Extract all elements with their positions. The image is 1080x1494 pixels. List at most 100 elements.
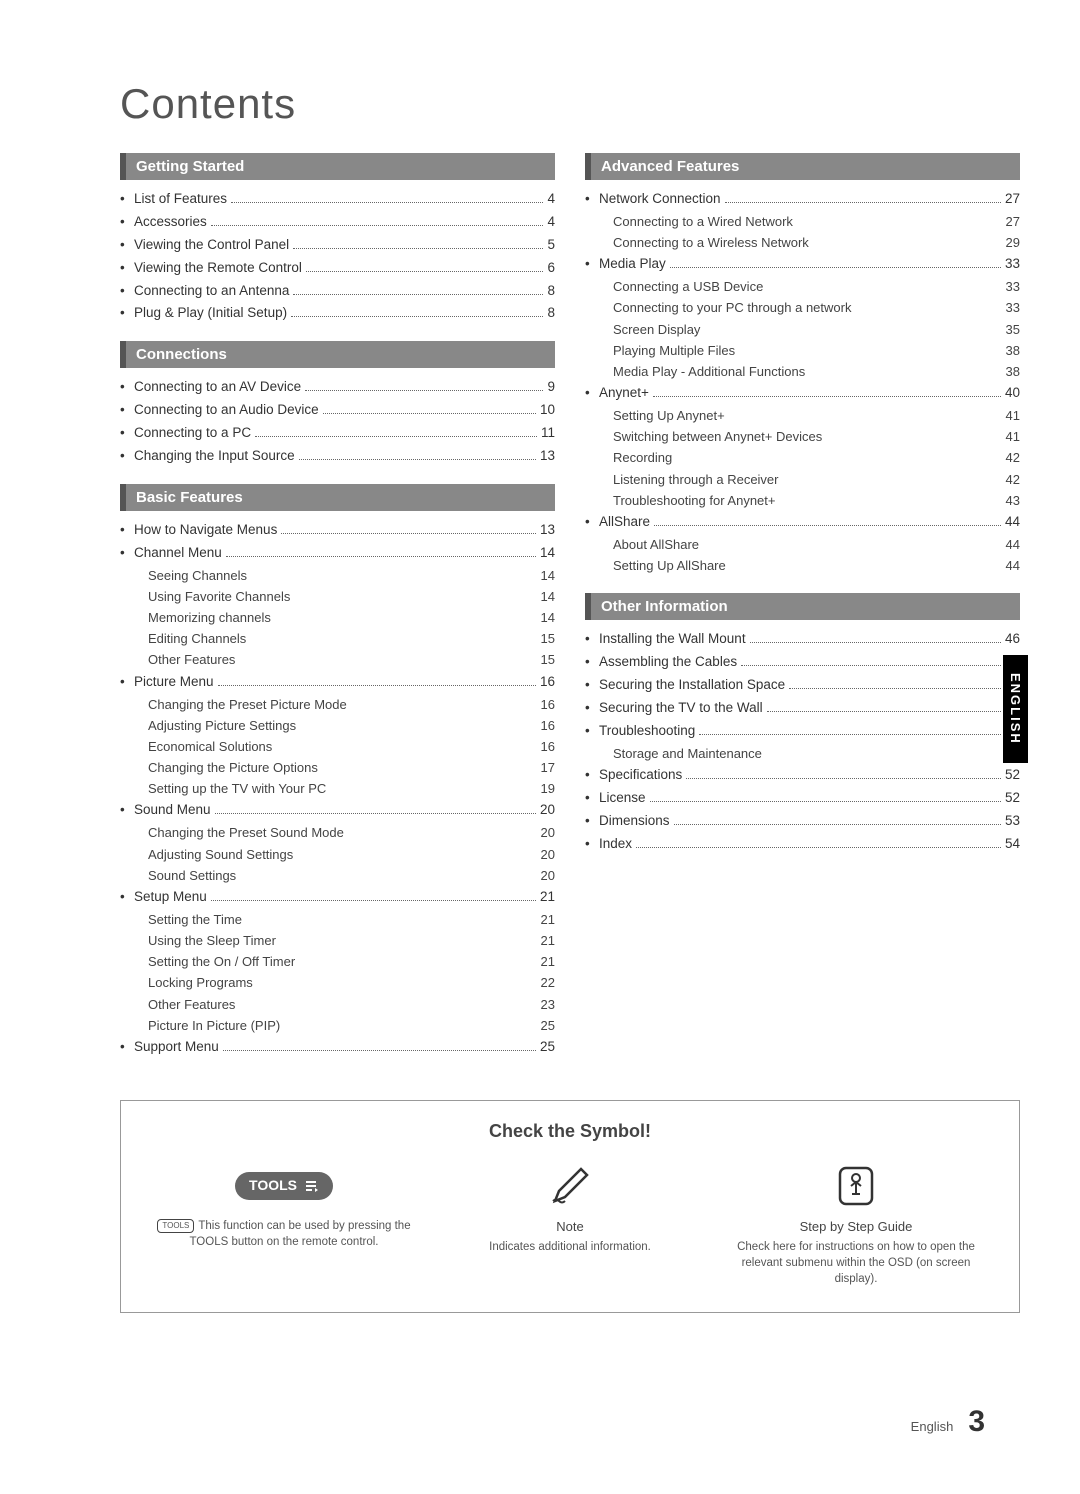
toc-sub-item: Setting the Time21 xyxy=(120,911,555,929)
toc-label: List of Features xyxy=(134,190,227,209)
toc-sub-page: 21 xyxy=(525,932,555,950)
toc-dots xyxy=(636,847,1001,848)
toc-sub-label: Memorizing channels xyxy=(148,609,525,627)
remote-icon: TOOLS xyxy=(157,1219,194,1233)
toc-page: 8 xyxy=(547,304,555,323)
toc-page: 4 xyxy=(547,213,555,232)
toc-sub-page: 41 xyxy=(990,407,1020,425)
toc-sub-label: Troubleshooting for Anynet+ xyxy=(613,492,990,510)
toc-page: 13 xyxy=(540,447,555,466)
toc-page: 14 xyxy=(540,544,555,563)
toc-label: Index xyxy=(599,835,632,854)
page-title: Contents xyxy=(120,80,1020,128)
toc-label: AllShare xyxy=(599,513,650,532)
toc-page: 25 xyxy=(540,1038,555,1057)
toc-page: 9 xyxy=(547,378,555,397)
toc-sub-item: Using the Sleep Timer21 xyxy=(120,932,555,950)
toc-sub-item: Adjusting Picture Settings16 xyxy=(120,717,555,735)
toc-item: Viewing the Control Panel5 xyxy=(120,236,555,255)
toc-dots xyxy=(293,294,543,295)
toc-sub-item: Setting Up Anynet+41 xyxy=(585,407,1020,425)
toc-item: Connecting to an AV Device9 xyxy=(120,378,555,397)
language-tab: ENGLISH xyxy=(1003,655,1028,763)
toc-item: Sound Menu20 xyxy=(120,801,555,820)
toc-page: 54 xyxy=(1005,835,1020,854)
toc-sub-page: 21 xyxy=(525,911,555,929)
toc-sub-page: 14 xyxy=(525,609,555,627)
toc-dots xyxy=(281,533,536,534)
symbol-note: Note Indicates additional information. xyxy=(437,1160,703,1255)
toc-sub-label: Connecting to a Wired Network xyxy=(613,213,990,231)
section-header: Getting Started xyxy=(120,153,555,180)
toc-dots xyxy=(750,642,1001,643)
toc-label: Media Play xyxy=(599,255,666,274)
toc-sub-page: 23 xyxy=(525,996,555,1014)
toc-sub-label: Storage and Maintenance xyxy=(613,745,990,763)
toc-sub-item: Changing the Picture Options17 xyxy=(120,759,555,777)
toc-label: Connecting to an Antenna xyxy=(134,282,289,301)
toc-sub-label: Adjusting Sound Settings xyxy=(148,846,525,864)
toc-sub-item: Adjusting Sound Settings20 xyxy=(120,846,555,864)
toc-page: 13 xyxy=(540,521,555,540)
toc-dots xyxy=(299,459,536,460)
toc-sub-page: 17 xyxy=(525,759,555,777)
toc-dots xyxy=(255,436,537,437)
toc-page: 27 xyxy=(1005,190,1020,209)
toc-item: Connecting to an Audio Device10 xyxy=(120,401,555,420)
left-column: Getting StartedList of Features4Accessor… xyxy=(120,153,555,1075)
toc-page: 46 xyxy=(1005,630,1020,649)
toc-item: How to Navigate Menus 13 xyxy=(120,521,555,540)
toc-item: Dimensions53 xyxy=(585,812,1020,831)
toc-sub-page: 29 xyxy=(990,234,1020,252)
guide-title: Step by Step Guide xyxy=(723,1218,989,1236)
tools-label: TOOLS xyxy=(249,1176,297,1196)
toc-item: Support Menu 25 xyxy=(120,1038,555,1057)
toc-label: Support Menu xyxy=(134,1038,219,1057)
toc-sub-page: 20 xyxy=(525,824,555,842)
toc-sub-label: Switching between Anynet+ Devices xyxy=(613,428,990,446)
toc-label: Dimensions xyxy=(599,812,670,831)
toc-list: Network Connection27Connecting to a Wire… xyxy=(585,190,1020,575)
toc-item: Troubleshooting49 xyxy=(585,722,1020,741)
toc-label: Anynet+ xyxy=(599,384,649,403)
toc-sub-label: Adjusting Picture Settings xyxy=(148,717,525,735)
toc-list: Installing the Wall Mount46Assembling th… xyxy=(585,630,1020,853)
toc-label: Viewing the Remote Control xyxy=(134,259,302,278)
toc-sub-label: Economical Solutions xyxy=(148,738,525,756)
toc-sub-page: 16 xyxy=(525,696,555,714)
tools-icon xyxy=(303,1179,319,1193)
symbol-box-title: Check the Symbol! xyxy=(151,1121,989,1142)
toc-sub-item: Using Favorite Channels14 xyxy=(120,588,555,606)
toc-sub-label: Locking Programs xyxy=(148,974,525,992)
toc-sub-item: Connecting a USB Device33 xyxy=(585,278,1020,296)
toc-item: AllShare44 xyxy=(585,513,1020,532)
toc-item: Channel Menu14 xyxy=(120,544,555,563)
toc-sub-page: 19 xyxy=(525,780,555,798)
toc-sub-item: Playing Multiple Files38 xyxy=(585,342,1020,360)
toc-list: List of Features4Accessories4Viewing the… xyxy=(120,190,555,323)
toc-sub-item: Setting the On / Off Timer21 xyxy=(120,953,555,971)
note-desc: Indicates additional information. xyxy=(437,1239,703,1255)
toc-sub-item: Setting up the TV with Your PC19 xyxy=(120,780,555,798)
toc-dots xyxy=(653,396,1001,397)
toc-sub-page: 33 xyxy=(990,299,1020,317)
toc-sub-page: 44 xyxy=(990,536,1020,554)
toc-page: 52 xyxy=(1005,789,1020,808)
toc-label: Setup Menu xyxy=(134,888,207,907)
toc-sub-label: Seeing Channels xyxy=(148,567,525,585)
toc-label: How to Navigate Menus xyxy=(134,521,277,540)
toc-sub-item: Connecting to a Wireless Network29 xyxy=(585,234,1020,252)
toc-sub-label: Sound Settings xyxy=(148,867,525,885)
toc-page: 8 xyxy=(547,282,555,301)
toc-sub-page: 16 xyxy=(525,738,555,756)
toc-dots xyxy=(789,688,1001,689)
toc-item: Setup Menu21 xyxy=(120,888,555,907)
toc-sub-page: 44 xyxy=(990,557,1020,575)
toc-item: Specifications52 xyxy=(585,766,1020,785)
toc-sub-page: 22 xyxy=(525,974,555,992)
toc-item: Anynet+40 xyxy=(585,384,1020,403)
toc-sub-page: 41 xyxy=(990,428,1020,446)
toc-sub-page: 38 xyxy=(990,342,1020,360)
toc-sub-label: Setting the Time xyxy=(148,911,525,929)
toc-label: Plug & Play (Initial Setup) xyxy=(134,304,287,323)
